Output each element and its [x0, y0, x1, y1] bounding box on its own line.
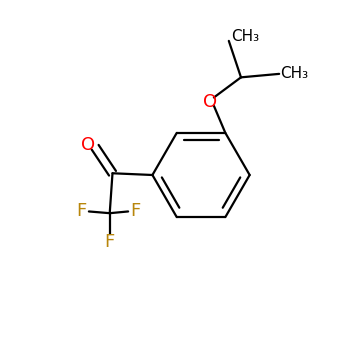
Text: F: F	[105, 233, 115, 251]
Text: F: F	[76, 202, 86, 220]
Text: O: O	[203, 93, 217, 111]
Text: O: O	[81, 136, 95, 154]
Text: CH₃: CH₃	[232, 29, 260, 44]
Text: F: F	[131, 202, 141, 220]
Text: CH₃: CH₃	[281, 66, 309, 81]
